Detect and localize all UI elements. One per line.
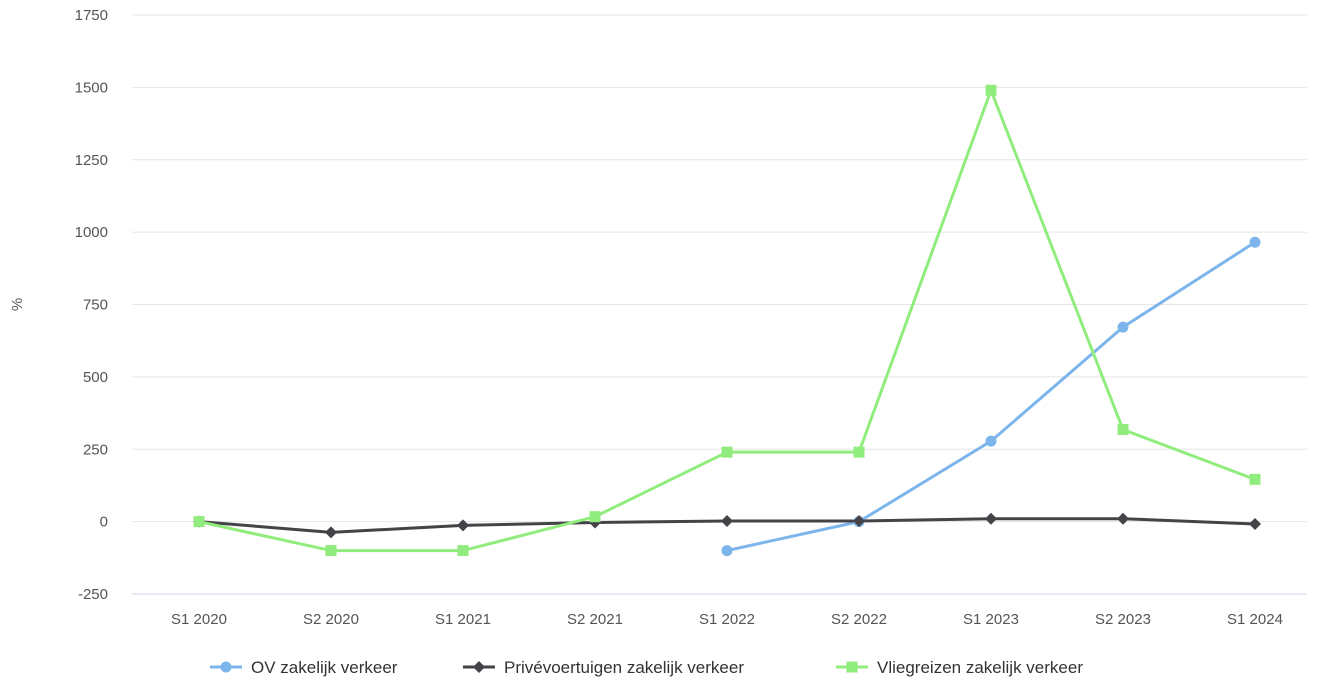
data-point-series-1	[985, 512, 997, 525]
data-point-series-0	[1117, 321, 1129, 333]
data-point-series-0	[721, 545, 733, 557]
x-tick-label: S2 2023	[1095, 611, 1151, 628]
data-point-series-2	[325, 545, 337, 557]
legend-swatch-marker	[220, 661, 232, 673]
x-tick-label: S1 2020	[171, 611, 227, 628]
data-point-series-2	[721, 446, 733, 458]
y-axis-title: %	[9, 298, 26, 311]
x-tick-label: S1 2023	[963, 611, 1019, 628]
data-point-series-2	[1117, 424, 1129, 436]
data-point-series-2	[589, 511, 601, 523]
data-point-series-2	[457, 545, 469, 557]
y-tick-label: -250	[78, 586, 108, 603]
data-point-series-1	[457, 519, 469, 532]
legend-label: OV zakelijk verkeer	[251, 658, 398, 677]
series-markers	[193, 84, 1261, 557]
data-point-series-0	[1249, 236, 1261, 248]
y-tick-label: 750	[83, 297, 108, 314]
y-tick-label: 1750	[75, 7, 108, 24]
series-line-0	[725, 240, 1257, 553]
data-point-series-1	[721, 515, 733, 528]
legend-label: Privévoertuigen zakelijk verkeer	[504, 658, 744, 677]
legend-item-1[interactable]: Privévoertuigen zakelijk verkeer	[463, 658, 744, 677]
x-tick-label: S2 2021	[567, 611, 623, 628]
data-point-series-1	[1117, 512, 1129, 525]
x-tick-label: S1 2024	[1227, 611, 1283, 628]
axes: -250 0 250 500 750 1000 1250 1500 1750 S1 2020 S2 …	[9, 7, 1307, 628]
legend-swatch-marker	[473, 661, 485, 673]
y-tick-label: 0	[100, 514, 108, 531]
y-tick-label: 500	[83, 369, 108, 386]
y-tick-label: 1000	[75, 224, 108, 241]
x-tick-label: S2 2020	[303, 611, 359, 628]
legend-swatch-marker	[846, 661, 858, 673]
data-point-series-2	[1249, 473, 1261, 485]
legend-item-2[interactable]: Vliegreizen zakelijk verkeer	[836, 658, 1083, 677]
grid-lines	[132, 14, 1307, 523]
legend: OV zakelijk verkeer Privévoertuigen zakel…	[210, 658, 1083, 677]
data-point-series-0	[985, 435, 997, 447]
data-point-series-1	[853, 515, 865, 528]
legend-label: Vliegreizen zakelijk verkeer	[877, 658, 1083, 677]
y-tick-label: 1250	[75, 152, 108, 169]
y-tick-label: 250	[83, 441, 108, 458]
x-tick-label: S1 2022	[699, 611, 755, 628]
data-point-series-2	[985, 84, 997, 96]
data-point-series-1	[325, 526, 337, 539]
x-tick-label: S2 2022	[831, 611, 887, 628]
data-point-series-1	[1249, 517, 1261, 530]
x-tick-label: S1 2021	[435, 611, 491, 628]
data-point-series-2	[193, 516, 205, 528]
y-tick-label: 1500	[75, 79, 108, 96]
legend-item-0[interactable]: OV zakelijk verkeer	[210, 658, 398, 677]
data-point-series-2	[853, 446, 865, 458]
